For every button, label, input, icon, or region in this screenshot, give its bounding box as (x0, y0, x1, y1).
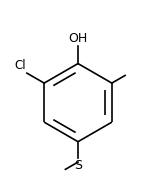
Text: S: S (74, 159, 82, 172)
Text: Cl: Cl (15, 59, 26, 72)
Text: OH: OH (68, 32, 88, 45)
